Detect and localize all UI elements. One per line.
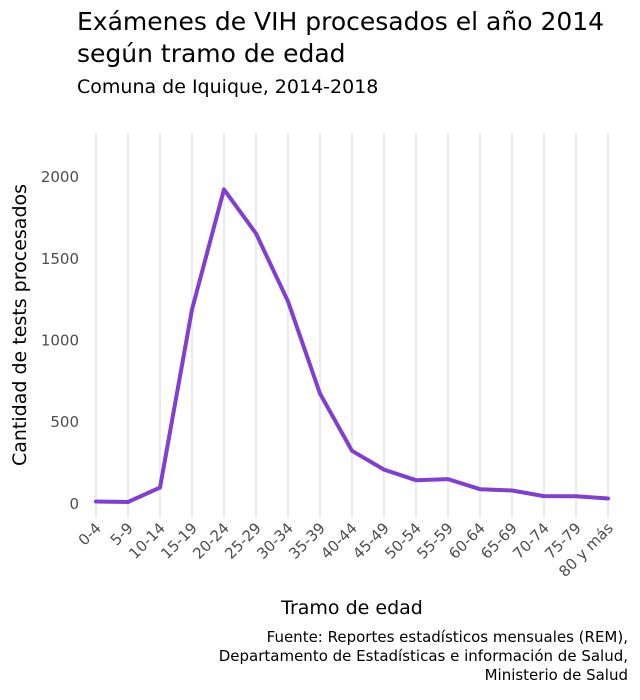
y-tick-label: 1000 [41,332,79,350]
chart-title-line-1: Exámenes de VIH procesados el año 2014 [77,7,605,36]
caption-line-1: Fuente: Reportes estadísticos mensuales … [266,628,628,646]
x-tick-label: 0-4 [75,519,105,549]
chart-title: Exámenes de VIH procesados el año 2014 s… [77,6,604,70]
x-tick-labels: 0-4 5-910-1415-1920-2425-2930-3435-3940-4… [75,519,617,581]
y-tick-label: 500 [50,413,79,431]
caption-line-3: Ministerio de Salud [484,666,628,684]
caption-line-2: Departamento de Estadísticas e informaci… [218,647,628,665]
grid-lines [95,133,609,517]
y-tick-labels: 0 500 1000 1500 2000 [41,168,79,513]
y-tick-label: 2000 [41,168,79,186]
line-chart: 0 500 1000 1500 2000 0-4 5-910-1415-1920-2425… [9,133,617,619]
chart-subtitle: Comuna de Iquique, 2014-2018 [77,76,379,98]
x-axis-title: Tramo de edad [280,597,423,619]
chart-title-line-2: según tramo de edad [77,39,346,68]
y-tick-label: 1500 [41,250,79,268]
y-tick-label: 0 [69,495,79,513]
chart-caption: Fuente: Reportes estadísticos mensuales … [219,628,628,685]
series-line [94,187,610,504]
y-axis-title: Cantidad de tests procesados [9,184,31,466]
